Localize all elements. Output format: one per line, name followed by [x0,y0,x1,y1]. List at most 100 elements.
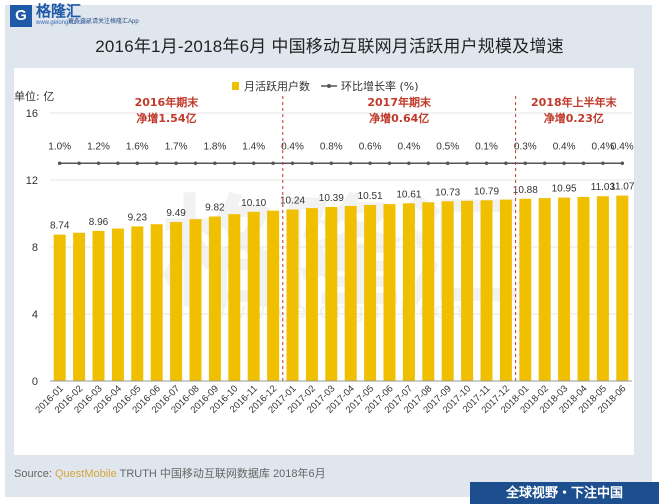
logo-icon: G [10,4,32,27]
bar [150,224,163,381]
logo-tagline: 更多资讯请关注格隆汇App [68,19,139,25]
bar-value-label: 11.07 [610,182,635,193]
bar-value-label: 10.95 [552,184,577,195]
bar-value-label: 9.82 [205,203,225,214]
growth-rate-point [232,161,237,166]
growth-rate-point [504,161,508,166]
growth-rate-point [484,161,489,166]
y-tick-label: 8 [32,242,38,254]
growth-rate-label: 0.1% [475,141,498,152]
growth-rate-point [116,161,120,166]
bar [325,206,338,381]
growth-rate-label: 1.2% [87,141,110,152]
bar-value-label: 10.24 [280,195,305,206]
annotation-period: 2016年期末 [135,95,200,109]
growth-rate-label: 1.8% [204,141,227,152]
growth-rate-point [387,161,392,166]
y-tick-label: 12 [26,175,38,187]
legend-bar-swatch [232,82,239,90]
bar [499,199,512,381]
growth-rate-label: 0.3% [514,141,537,152]
bar [286,209,299,381]
growth-rate-point [445,161,450,166]
growth-rate-point [310,161,314,166]
logo-url: www.gelonghui.com [36,20,90,26]
growth-rate-point [213,161,217,166]
growth-rate-point [620,161,625,166]
growth-rate-point [601,161,605,166]
y-axis-unit: 单位: 亿 [14,89,54,103]
source-note: Source: QuestMobile TRUTH 中国移动互联网数据库 201… [14,465,326,481]
growth-rate-point [348,161,353,166]
source-brand: QuestMobile [54,468,117,480]
bar-value-label: 9.49 [166,208,186,219]
bar-value-label: 11.03 [591,182,616,193]
bar [228,214,241,381]
growth-rate-point [542,161,547,166]
bar-value-label: 9.23 [128,212,148,223]
growth-rate-point [329,161,334,166]
growth-rate-label: 1.6% [126,141,149,152]
bar [73,232,86,381]
growth-rate-point [193,161,198,166]
legend-line-marker [327,84,331,88]
growth-rate-point [271,161,275,166]
bar [538,198,551,381]
bar-value-label: 8.74 [50,221,70,232]
chart-title: 2016年1月-2018年6月 中国移动互联网月活跃用户规模及增速 [95,37,564,56]
annotation-net-gain: 净增1.54亿 [136,111,196,125]
bar-value-label: 8.96 [89,217,109,228]
bar [267,210,280,381]
y-tick-label: 16 [26,108,38,120]
growth-rate-point [251,161,256,166]
annotation-period: 2017年期末 [367,95,432,109]
growth-rate-point [562,161,566,166]
bar [441,201,454,381]
growth-rate-point [465,161,469,166]
bar [383,204,396,381]
bar [480,200,493,381]
footer-slogan: 全球视野・下注中国 [470,482,659,504]
bar [344,205,357,381]
legend-bar-label: 月活跃用户数 [244,79,310,93]
growth-rate-label: 0.8% [320,141,343,152]
logo-name: 格隆汇 [36,3,82,20]
growth-rate-point [135,161,140,166]
bar [92,230,105,381]
growth-rate-point [96,161,101,166]
bar [461,200,474,381]
bar [131,226,144,381]
source-rest: TRUTH 中国移动互联网数据库 2018年6月 [119,468,326,480]
growth-rate-point [154,161,159,166]
growth-rate-label: 0.4% [592,141,615,152]
bar [596,196,609,381]
growth-rate-label: 1.4% [242,141,265,152]
bar [189,219,202,381]
bar [402,203,415,381]
growth-rate-point [174,161,178,166]
bar [616,195,629,381]
bar [53,234,66,381]
bar-value-label: 10.88 [513,185,538,196]
annotation-net-gain: 净增0.23亿 [544,111,604,125]
growth-rate-label: 1.7% [165,141,188,152]
source-prefix: Source: [14,468,52,480]
growth-rate-label: 0.4% [553,141,576,152]
bar [247,211,260,381]
annotation-period: 2018年上半年末 [531,95,618,109]
y-tick-label: 4 [32,309,38,321]
growth-rate-point [368,161,372,166]
bar-value-label: 10.61 [396,189,421,200]
growth-rate-label: 1.0% [48,141,71,152]
growth-rate-label: 0.4% [398,141,421,152]
growth-rate-point [426,161,431,166]
growth-rate-point [523,161,528,166]
bar [111,228,124,381]
bar [170,222,183,381]
logo: G 格隆汇 www.gelonghui.com [10,4,89,27]
y-tick-label: 0 [32,376,38,388]
bar [519,198,532,381]
growth-rate-point [581,161,586,166]
bar [305,208,318,381]
